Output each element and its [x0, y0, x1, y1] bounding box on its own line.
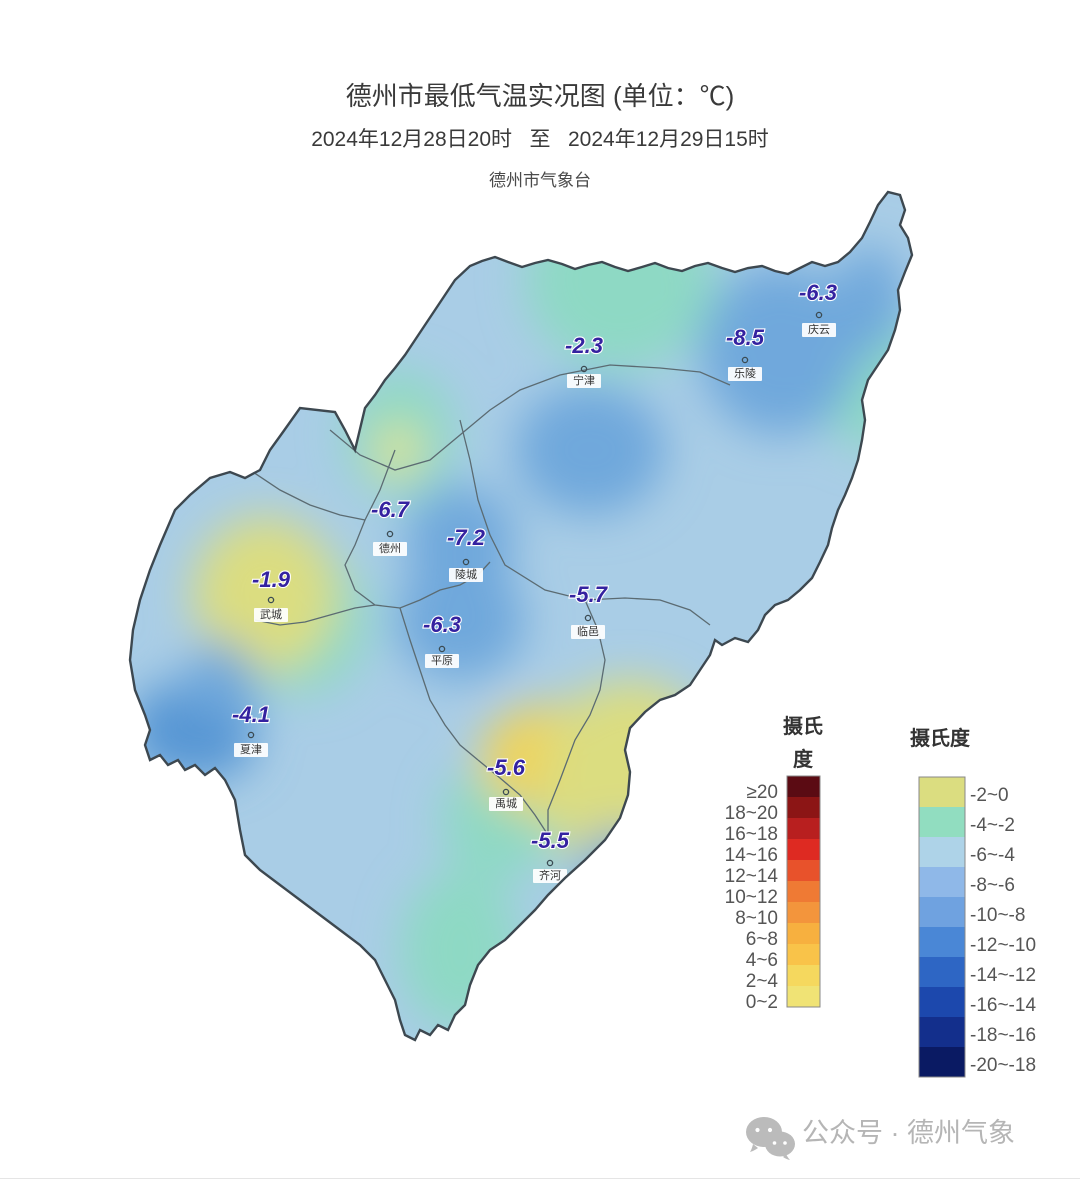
svg-text:陵城: 陵城 — [455, 568, 477, 581]
svg-text:16~18: 16~18 — [725, 824, 778, 845]
svg-text:摄氏: 摄氏 — [783, 714, 823, 738]
svg-text:-6.3: -6.3 — [423, 612, 461, 637]
svg-text:公众号 · 德州气象: 公众号 · 德州气象 — [802, 1118, 1015, 1148]
svg-text:宁津: 宁津 — [573, 373, 595, 387]
svg-text:夏津: 夏津 — [240, 743, 262, 756]
svg-text:-4.1: -4.1 — [232, 702, 270, 727]
svg-text:-6.7: -6.7 — [371, 497, 411, 522]
svg-text:-5.6: -5.6 — [487, 755, 526, 780]
svg-text:2~4: 2~4 — [746, 971, 779, 992]
svg-text:德州: 德州 — [379, 541, 401, 555]
svg-text:6~8: 6~8 — [746, 929, 778, 950]
svg-text:-12~-10: -12~-10 — [970, 935, 1036, 956]
svg-text:-10~-8: -10~-8 — [970, 905, 1025, 926]
svg-text:-1.9: -1.9 — [252, 567, 291, 592]
svg-text:12~14: 12~14 — [725, 866, 779, 887]
svg-text:-7.2: -7.2 — [447, 525, 486, 550]
svg-text:摄氏度: 摄氏度 — [910, 726, 971, 750]
svg-text:齐河: 齐河 — [539, 868, 561, 882]
svg-text:10~12: 10~12 — [725, 887, 778, 908]
svg-text:武城: 武城 — [260, 608, 282, 621]
svg-text:14~16: 14~16 — [725, 845, 778, 866]
svg-text:-2.3: -2.3 — [565, 333, 603, 358]
svg-text:8~10: 8~10 — [735, 908, 778, 929]
svg-text:度: 度 — [793, 747, 814, 771]
svg-text:临邑: 临邑 — [577, 624, 599, 638]
svg-text:-8~-6: -8~-6 — [970, 875, 1015, 896]
svg-text:庆云: 庆云 — [808, 322, 830, 336]
svg-text:-5.7: -5.7 — [569, 582, 609, 607]
svg-text:≥20: ≥20 — [746, 782, 778, 803]
svg-text:-8.5: -8.5 — [726, 325, 765, 350]
svg-text:乐陵: 乐陵 — [734, 367, 756, 380]
svg-text:禹城: 禹城 — [495, 797, 517, 810]
svg-text:-5.5: -5.5 — [531, 828, 570, 853]
svg-text:-18~-16: -18~-16 — [970, 1025, 1036, 1046]
svg-text:4~6: 4~6 — [746, 950, 778, 971]
svg-text:-6.3: -6.3 — [799, 280, 837, 305]
svg-text:-2~0: -2~0 — [970, 785, 1009, 806]
svg-text:平原: 平原 — [431, 655, 453, 667]
svg-text:-14~-12: -14~-12 — [970, 965, 1036, 986]
svg-text:0~2: 0~2 — [746, 992, 778, 1013]
svg-text:-16~-14: -16~-14 — [970, 995, 1036, 1016]
svg-text:-4~-2: -4~-2 — [970, 815, 1015, 836]
svg-text:18~20: 18~20 — [725, 803, 778, 824]
svg-text:-6~-4: -6~-4 — [970, 845, 1015, 866]
svg-text:-20~-18: -20~-18 — [970, 1055, 1036, 1076]
